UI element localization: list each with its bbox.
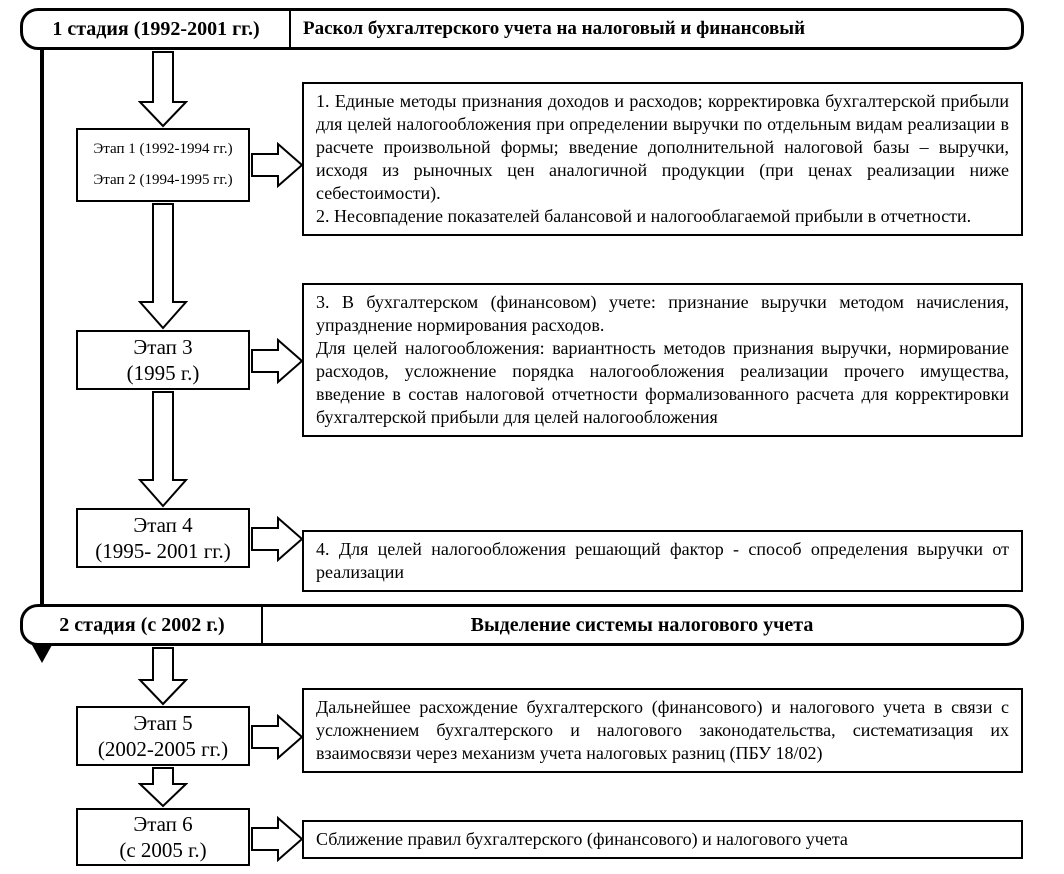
- right-arrow-icon: [250, 338, 304, 384]
- down-arrow-icon: [138, 646, 188, 706]
- etap4-box: Этап 4 (1995- 2001 гг.): [76, 508, 250, 568]
- diagram-canvas: 1 стадия (1992-2001 гг.) Раскол бухгалте…: [0, 0, 1064, 874]
- etap3-line2: (1995 г.): [127, 360, 200, 386]
- stage2-label: 2 стадия (с 2002 г.): [23, 607, 263, 643]
- etap6-box: Этап 6 (с 2005 г.): [76, 808, 250, 866]
- etap5-line1: Этап 5: [133, 710, 192, 736]
- etap2-line: Этап 2 (1994-1995 гг.): [93, 171, 232, 190]
- etap3-box: Этап 3 (1995 г.): [76, 330, 250, 390]
- desc1-box: 1. Единые методы признания доходов и рас…: [302, 82, 1023, 236]
- right-arrow-icon: [250, 516, 304, 562]
- down-arrow-icon: [138, 50, 188, 128]
- desc3-box: 3. В бухгалтерском (финансовом) учете: п…: [302, 283, 1023, 437]
- etap6-line2: (с 2005 г.): [119, 837, 206, 863]
- stage1-title: Раскол бухгалтерского учета на налоговый…: [291, 11, 1021, 47]
- timeline-arrowhead: [30, 645, 54, 665]
- down-arrow-icon: [138, 390, 188, 508]
- desc6-box: Сближение правил бухгалтерского (финансо…: [302, 820, 1023, 859]
- etap3-line1: Этап 3: [133, 334, 192, 360]
- down-arrow-icon: [138, 202, 188, 330]
- etap5-line2: (2002-2005 гг.): [98, 736, 228, 762]
- desc4-box: 4. Для целей налогообложения решающий фа…: [302, 530, 1023, 592]
- etap1-2-box: Этап 1 (1992-1994 гг.) Этап 2 (1994-1995…: [76, 128, 250, 202]
- right-arrow-icon: [250, 142, 304, 188]
- timeline-line: [40, 50, 44, 650]
- desc5-box: Дальнейшее расхождение бухгалтерского (ф…: [302, 688, 1023, 773]
- stage2-bar: 2 стадия (с 2002 г.) Выделение системы н…: [20, 604, 1024, 646]
- etap5-box: Этап 5 (2002-2005 гг.): [76, 706, 250, 766]
- etap4-line1: Этап 4: [133, 512, 192, 538]
- stage1-bar: 1 стадия (1992-2001 гг.) Раскол бухгалте…: [20, 8, 1024, 50]
- etap6-line1: Этап 6: [133, 811, 192, 837]
- stage2-title: Выделение системы налогового учета: [263, 607, 1021, 643]
- stage1-label: 1 стадия (1992-2001 гг.): [23, 11, 291, 47]
- right-arrow-icon: [250, 714, 304, 760]
- right-arrow-icon: [250, 816, 304, 862]
- etap4-line2: (1995- 2001 гг.): [95, 538, 231, 564]
- down-arrow-icon: [138, 766, 188, 808]
- etap1-line: Этап 1 (1992-1994 гг.): [93, 140, 232, 159]
